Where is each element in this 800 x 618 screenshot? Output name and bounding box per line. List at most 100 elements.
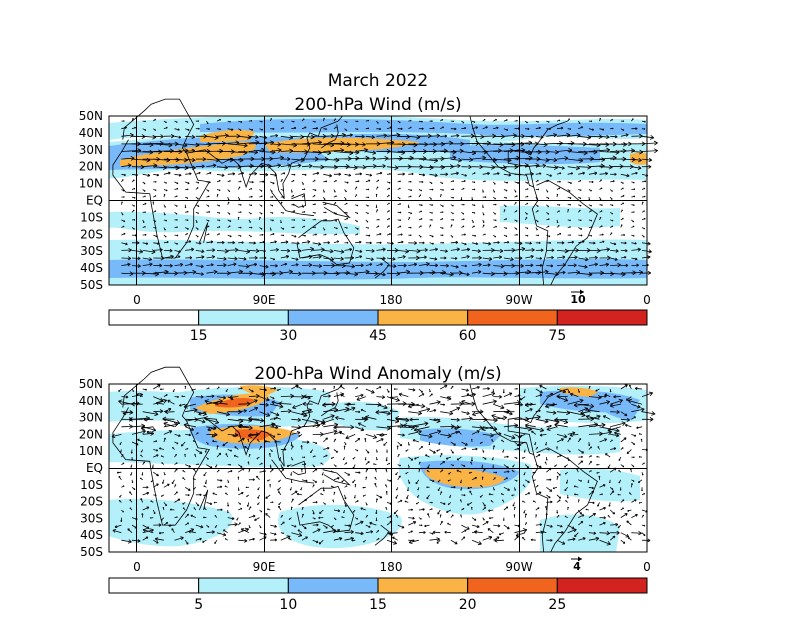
wind-vector-head	[481, 466, 484, 468]
wind-vector-head	[146, 430, 150, 434]
wind-vector	[280, 263, 287, 266]
wind-vector-head	[123, 120, 125, 122]
wind-vector	[499, 532, 505, 535]
wind-vector-head	[471, 199, 474, 201]
wind-vector-head	[220, 479, 223, 482]
wind-vector-head	[305, 536, 308, 540]
wind-vector-head	[225, 453, 228, 455]
wind-vector	[631, 248, 641, 251]
wind-vector-head	[638, 480, 641, 483]
wind-vector-head	[314, 455, 316, 457]
wind-vector-head	[121, 213, 124, 216]
wind-vector	[546, 173, 552, 177]
wind-vector-head	[224, 165, 229, 170]
wind-vector	[174, 150, 189, 152]
wind-vector-head	[119, 496, 121, 498]
wind-vector	[344, 166, 358, 169]
wind-vector-head	[473, 204, 476, 207]
wind-vector-head	[389, 502, 392, 505]
wind-vector-head	[484, 507, 486, 509]
wind-vector-head	[506, 466, 509, 469]
wind-vector-head	[492, 390, 495, 393]
wind-vector	[535, 454, 541, 458]
wind-vector	[588, 128, 594, 131]
wind-vector-head	[229, 463, 231, 466]
wind-vector	[291, 418, 301, 421]
wind-vector-head	[589, 460, 592, 463]
wind-vector	[482, 272, 495, 275]
wind-vector-head	[143, 461, 145, 464]
wind-vector-head	[526, 121, 528, 124]
wind-vector-head	[136, 241, 140, 245]
wind-vector-head	[197, 463, 199, 466]
wind-vector-head	[438, 443, 440, 445]
wind-vector	[610, 272, 626, 275]
wind-vector	[301, 479, 308, 482]
wind-vector-head	[177, 128, 180, 131]
wind-vector-head	[413, 427, 419, 432]
wind-vector-head	[357, 422, 362, 426]
wind-vector-head	[523, 391, 526, 394]
wind-vector-head	[192, 269, 197, 275]
wind-vector-head	[232, 434, 235, 437]
wind-vector-head	[240, 129, 242, 131]
wind-vector-head	[420, 390, 423, 393]
wind-vector-head	[251, 128, 254, 131]
wind-vector-head	[142, 528, 147, 533]
wind-vector-head	[379, 386, 382, 389]
wind-vector-head	[357, 438, 361, 441]
wind-vector-head	[436, 541, 439, 544]
wind-vector-head	[536, 485, 539, 487]
wind-vector-head	[609, 403, 614, 408]
wind-vector	[195, 143, 212, 145]
wind-vector-head	[294, 490, 298, 494]
wind-vector	[259, 272, 276, 275]
wind-vector-head	[229, 180, 231, 182]
wind-vector	[408, 263, 417, 266]
wind-vector-head	[180, 262, 184, 267]
wind-vector	[461, 529, 467, 534]
wind-vector-head	[306, 440, 310, 444]
lat-label: 10N	[79, 177, 103, 191]
wind-vector-head	[571, 240, 575, 244]
wind-vector-head	[254, 262, 258, 267]
wind-vector-head	[388, 187, 391, 190]
wind-vector	[607, 426, 621, 431]
wind-vector-head	[606, 530, 611, 536]
wind-vector-head	[513, 514, 516, 516]
wind-vector-head	[260, 418, 265, 423]
wind-vector-head	[607, 430, 612, 436]
wind-vector-head	[414, 457, 417, 460]
coastline	[291, 193, 307, 208]
wind-vector	[195, 411, 207, 415]
wind-vector-head	[648, 249, 652, 254]
wind-vector-head	[297, 529, 300, 532]
wind-vector-head	[502, 499, 504, 501]
wind-vector-head	[322, 390, 325, 393]
wind-vector-head	[245, 263, 250, 269]
wind-vector-head	[487, 171, 490, 176]
wind-vector	[525, 424, 536, 428]
wind-vector-head	[526, 188, 529, 190]
wind-vector-head	[431, 508, 433, 510]
wind-vector-head	[442, 126, 444, 129]
wind-vector-head	[388, 202, 390, 205]
wind-vector-head	[313, 194, 316, 197]
wind-vector-head	[216, 193, 219, 196]
wind-vector-head	[444, 530, 447, 534]
wind-vector-head	[443, 502, 446, 505]
wind-vector-head	[206, 122, 209, 124]
wind-vector-head	[360, 427, 365, 432]
wind-vector	[112, 529, 122, 534]
wind-vector-head	[395, 416, 400, 421]
wind-vector-head	[518, 394, 521, 397]
wind-vector-head	[208, 195, 210, 198]
wind-vector-head	[322, 481, 324, 483]
wind-vector-head	[611, 439, 613, 442]
wind-vector	[280, 521, 285, 526]
wind-vector-head	[415, 255, 420, 261]
wind-vector-head	[164, 229, 166, 231]
wind-vector-head	[616, 530, 620, 535]
wind-vector	[312, 151, 332, 154]
wind-vector	[609, 490, 615, 496]
